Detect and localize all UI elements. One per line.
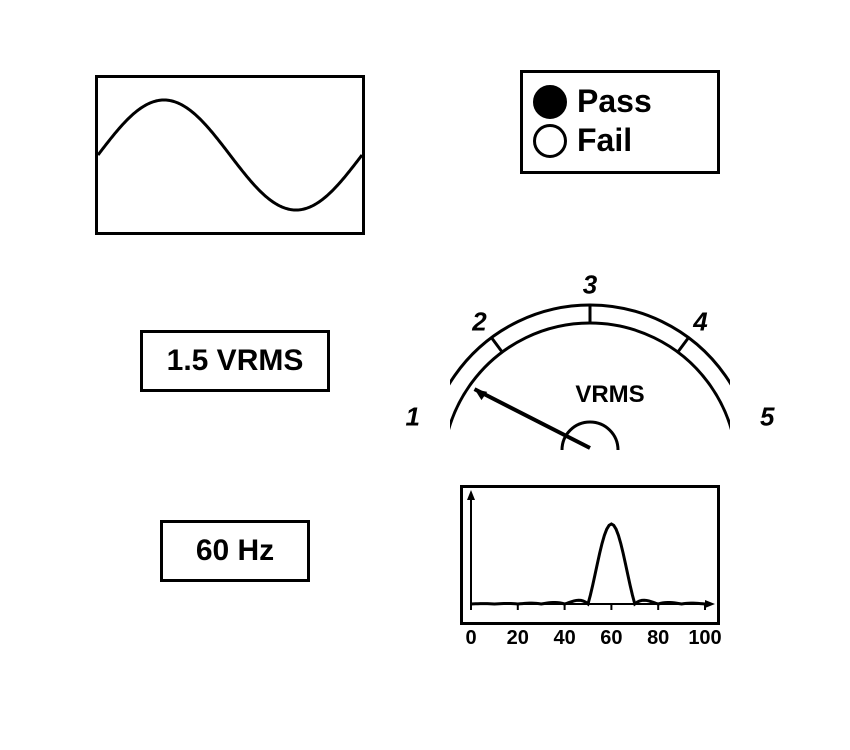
legend-label-fail: Fail [577,122,632,159]
spectrum-box [460,485,720,625]
spectrum-xtick-0: 0 [465,627,476,650]
spectrum-xtick-80: 80 [647,627,669,650]
pass-marker-icon [533,85,567,119]
gauge-tick-3: 3 [583,270,597,301]
spectrum-xtick-100: 100 [688,627,721,650]
readout-hz-text: 60 Hz [196,534,274,568]
readout-vrms: 1.5 VRMS [140,330,330,392]
gauge-tick-5: 5 [760,401,774,432]
legend-item-pass: Pass [533,83,703,120]
legend-label-pass: Pass [577,83,652,120]
spectrum-panel: 0 20 40 60 80 100 [460,485,720,657]
spectrum-xtick-60: 60 [600,627,622,650]
gauge-tick-2: 2 [472,306,486,337]
figure-canvas: Pass Fail 1.5 VRMS 60 Hz VRMS 12345 0204… [0,0,850,750]
legend-item-fail: Fail [533,122,703,159]
spectrum-plot [463,488,717,622]
analog-gauge: VRMS 12345 [450,290,730,450]
sine-wave-panel [95,75,365,235]
fail-marker-icon [533,124,567,158]
sine-wave-plot [98,78,362,232]
spectrum-xtick-40: 40 [553,627,575,650]
legend-box: Pass Fail [520,70,720,174]
readout-hz: 60 Hz [160,520,310,582]
gauge-tick-1: 1 [406,401,420,432]
gauge-tick-4: 4 [693,306,707,337]
gauge-unit-label: VRMS [575,381,644,409]
spectrum-xtick-20: 20 [507,627,529,650]
readout-vrms-text: 1.5 VRMS [167,344,304,378]
gauge-svg [450,290,730,450]
